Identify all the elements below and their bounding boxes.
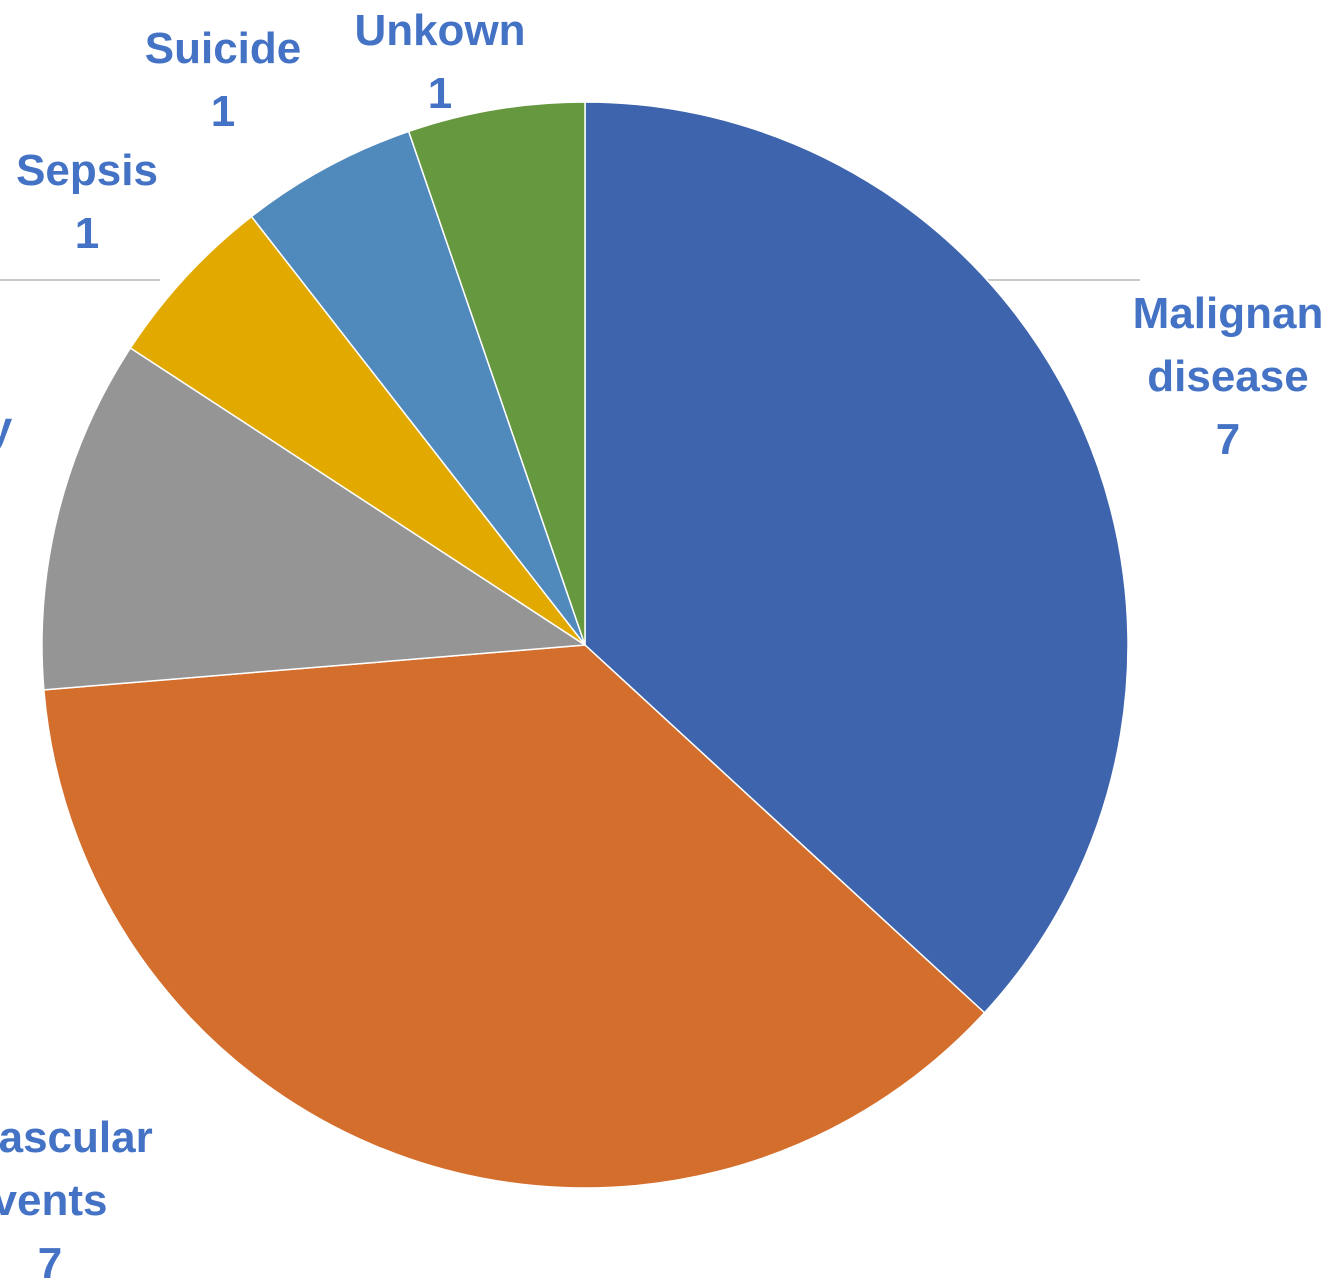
pie-slice-1 (43, 644, 986, 1189)
slice-value-0: 7 (1216, 415, 1240, 464)
pie-labels: Malignandisease7ovascularvents7ySepsis1S… (0, 6, 1323, 1286)
slice-label-3: Sepsis 1 (16, 146, 158, 258)
slice-label-line-4-0: Suicide (145, 24, 302, 73)
pie-slice-4 (250, 130, 586, 646)
pie-slice-2 (41, 347, 586, 691)
pie-slice-3 (129, 215, 586, 646)
slice-label-line-0-1: disease (1147, 352, 1308, 401)
slice-value-5: 1 (428, 69, 452, 118)
slice-label-5: Unkown 1 (354, 6, 525, 118)
slice-value-1: 7 (38, 1239, 62, 1286)
slice-label-4: Suicide 1 (145, 24, 302, 136)
slice-label-line-1-1: vents (0, 1176, 107, 1225)
slice-label-line-0-0: Malignan (1133, 289, 1324, 338)
slice-label-line-2-0: y (0, 403, 13, 452)
slice-label-line-3-0: Sepsis (16, 146, 158, 195)
slice-value-3: 1 (75, 209, 99, 258)
slice-label-1: ovascular vents 7 (0, 1113, 153, 1286)
slice-label-line-1-0: ovascular (0, 1113, 153, 1162)
slice-label-2: y (0, 403, 13, 452)
pie-slice-0 (584, 101, 1129, 1014)
slice-label-line-5-0: Unkown (354, 6, 525, 55)
slice-label-0: Malignan disease 7 (1133, 289, 1324, 464)
pie-slice-5 (407, 101, 586, 646)
pie-slices (41, 101, 1129, 1189)
slice-value-4: 1 (211, 87, 235, 136)
